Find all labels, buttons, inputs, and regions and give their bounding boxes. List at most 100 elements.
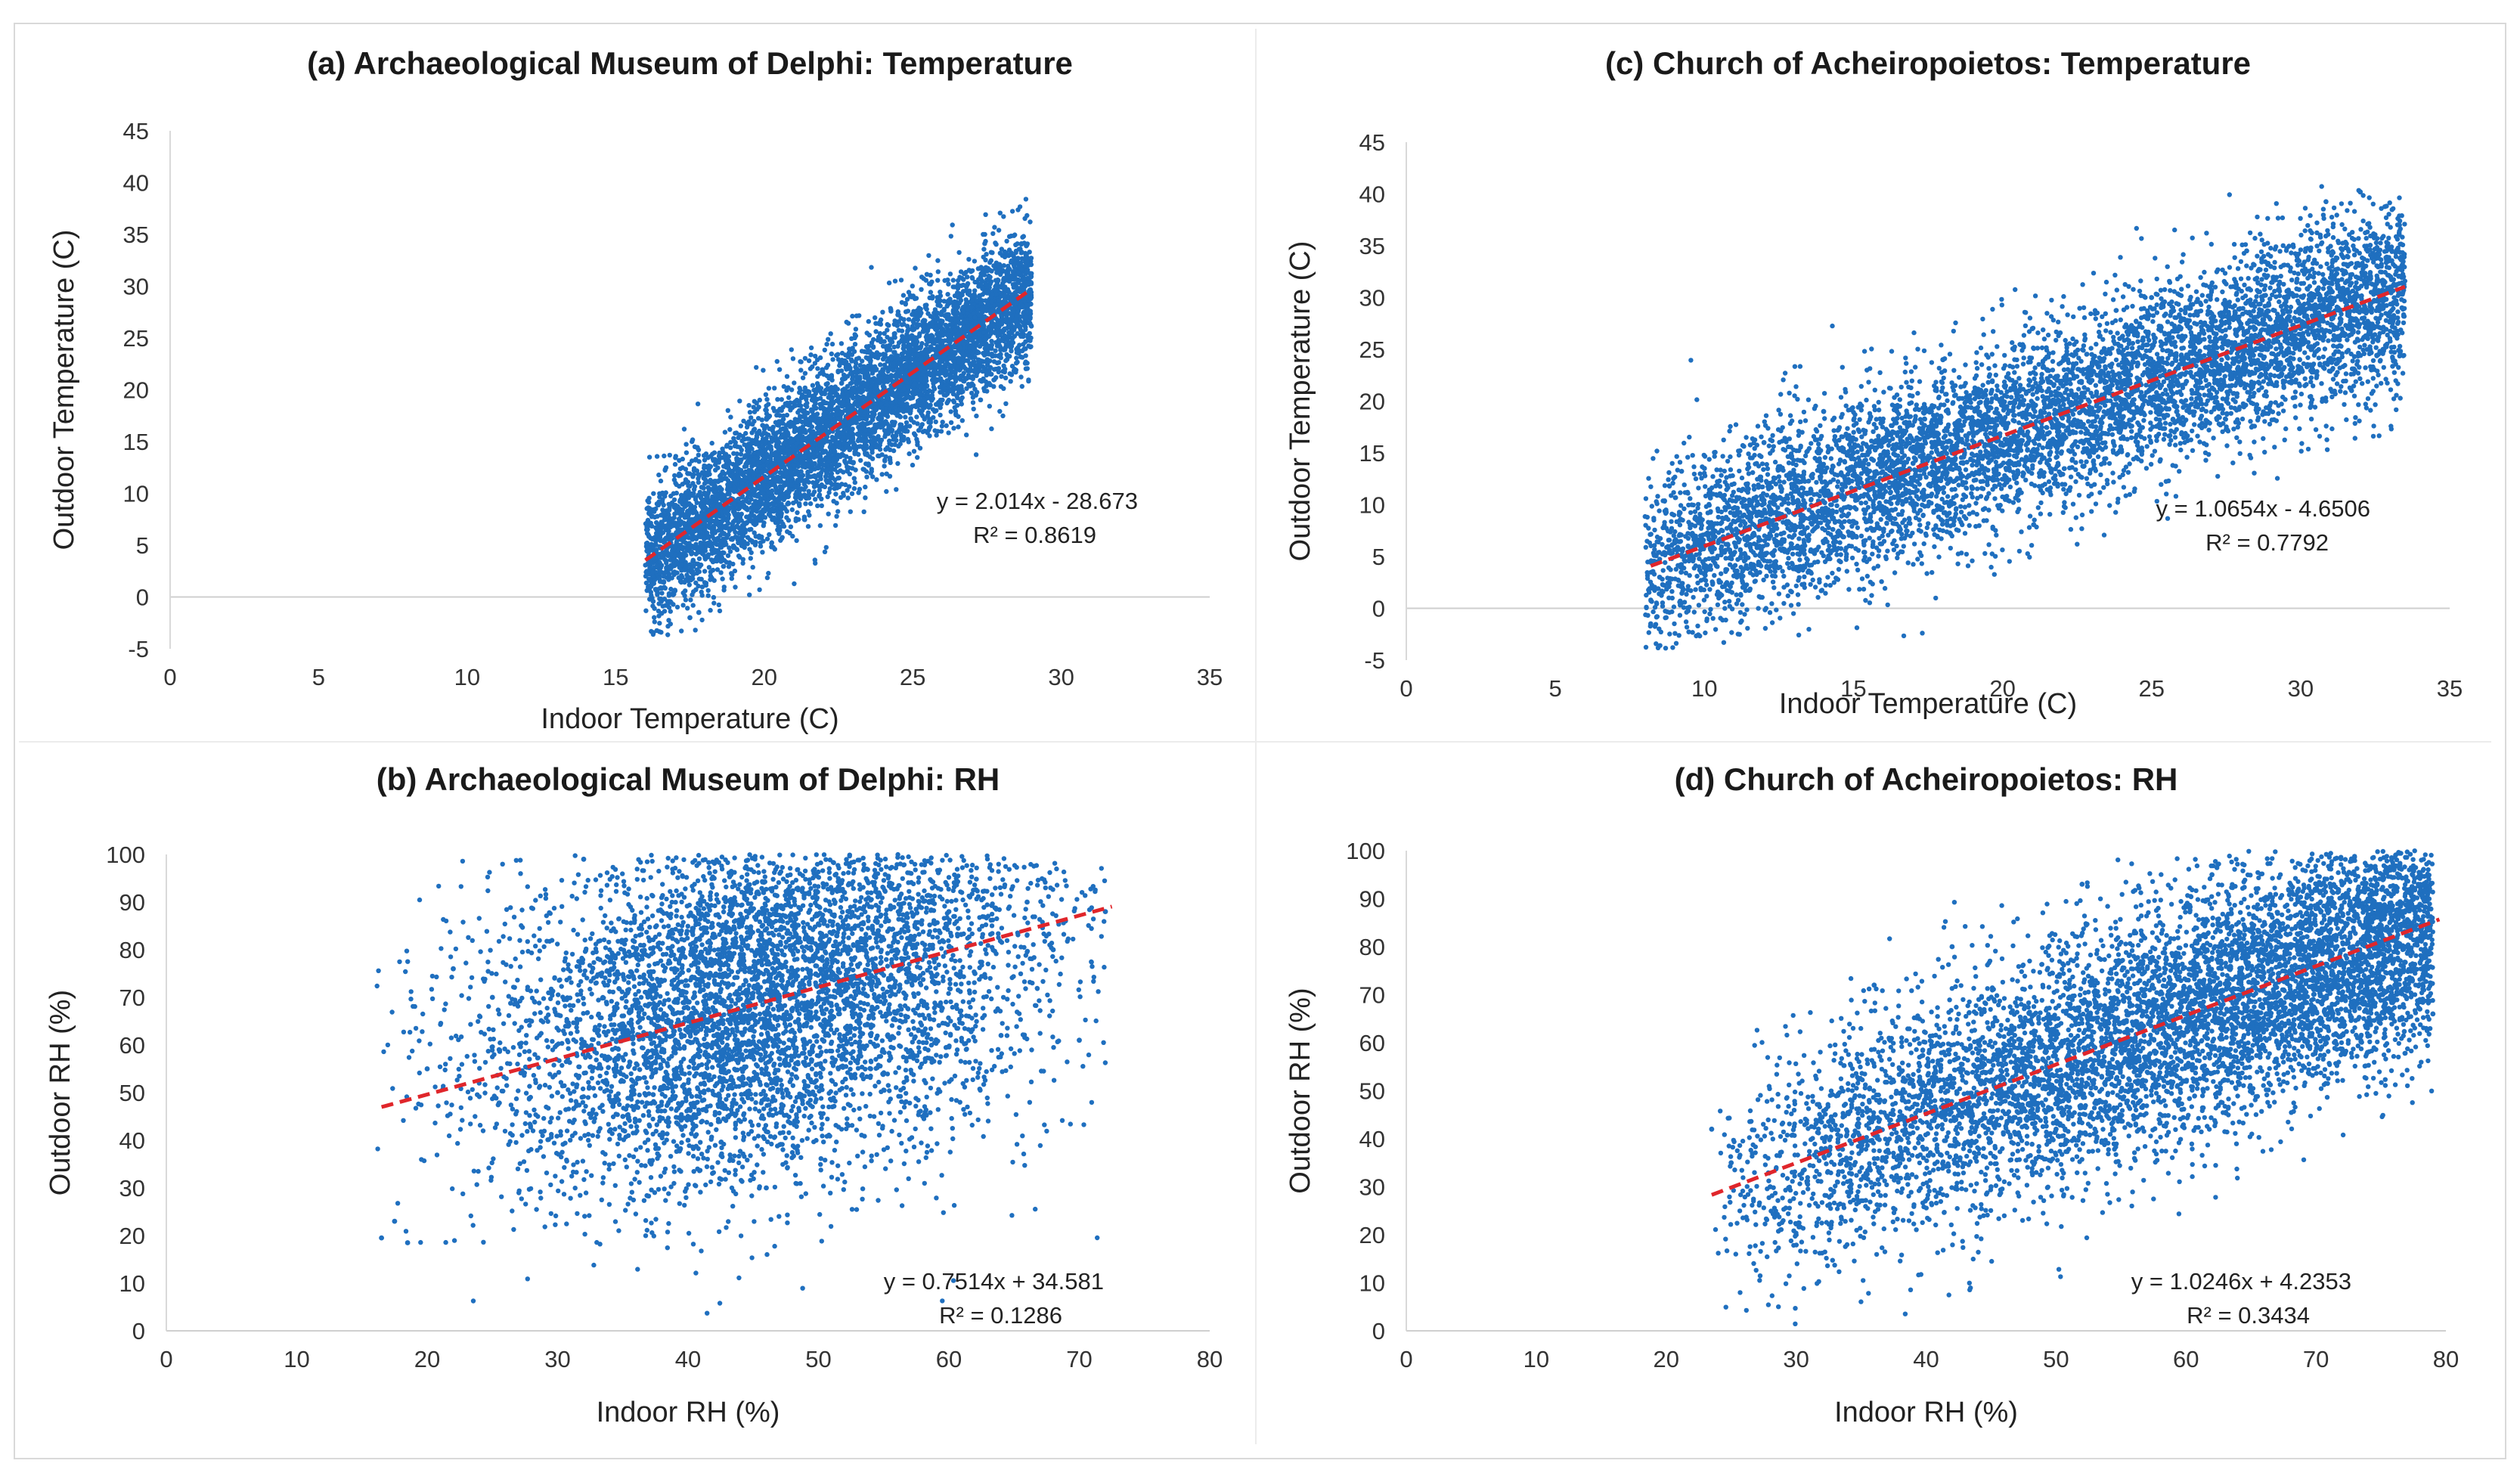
scatter-point xyxy=(679,628,684,634)
scatter-point xyxy=(787,439,792,445)
scatter-point xyxy=(864,371,870,376)
scatter-point xyxy=(900,402,905,408)
scatter-point xyxy=(989,426,994,432)
scatter-point xyxy=(765,485,771,490)
scatter-point xyxy=(984,268,990,274)
scatter-point xyxy=(825,362,831,367)
scatter-point xyxy=(812,361,818,366)
scatter-point xyxy=(935,269,941,274)
scatter-point xyxy=(882,458,888,464)
scatter-point xyxy=(821,450,826,455)
chart-panel-a: (a) Archaeological Museum of Delphi: Tem… xyxy=(19,29,1251,740)
scatter-point xyxy=(769,541,774,546)
scatter-point xyxy=(784,388,789,393)
scatter-point xyxy=(950,321,956,327)
scatter-point xyxy=(734,498,740,503)
scatter-point xyxy=(687,615,693,621)
scatter-point xyxy=(705,518,711,523)
scatter-point xyxy=(879,472,885,477)
scatter-point xyxy=(903,414,908,420)
scatter-point xyxy=(674,604,680,610)
scatter-point xyxy=(910,462,916,468)
scatter-point xyxy=(925,328,931,334)
scatter-point xyxy=(760,444,766,449)
scatter-point xyxy=(761,523,766,529)
scatter-point xyxy=(680,465,685,470)
scatter-point xyxy=(832,486,838,491)
scatter-point xyxy=(729,571,734,576)
scatter-point xyxy=(667,452,672,458)
scatter-point xyxy=(798,496,804,501)
scatter-point xyxy=(959,283,964,288)
scatter-point xyxy=(645,549,650,554)
scatter-point xyxy=(842,427,847,433)
scatter-point xyxy=(938,412,943,418)
scatter-point xyxy=(948,420,954,425)
scatter-point xyxy=(667,507,672,513)
panel-divider-horizontal xyxy=(19,741,2491,743)
scatter-point xyxy=(659,591,665,596)
scatter-point xyxy=(967,361,972,367)
scatter-point xyxy=(1013,300,1019,306)
scatter-point xyxy=(825,494,830,500)
scatter-point xyxy=(965,274,970,280)
scatter-point xyxy=(1021,342,1026,347)
panel-divider-vertical xyxy=(1255,29,1257,1444)
scatter-point xyxy=(661,554,666,560)
scatter-point xyxy=(928,281,934,287)
scatter-point xyxy=(865,367,870,372)
scatter-point xyxy=(920,429,925,435)
scatter-point xyxy=(724,442,730,448)
scatter-point xyxy=(983,265,989,270)
scatter-point xyxy=(940,420,945,425)
scatter-point xyxy=(644,588,649,594)
scatter-point xyxy=(687,582,692,588)
scatter-point xyxy=(938,303,943,309)
scatter-point xyxy=(798,367,804,373)
scatter-point xyxy=(653,525,659,530)
scatter-point xyxy=(680,544,686,550)
scatter-point xyxy=(655,563,660,569)
scatter-point xyxy=(786,395,792,400)
scatter-point xyxy=(959,395,965,401)
scatter-point xyxy=(666,591,672,597)
scatter-point xyxy=(853,368,858,374)
scatter-point xyxy=(736,435,741,440)
scatter-point xyxy=(835,352,841,357)
scatter-point xyxy=(775,397,780,402)
scatter-point xyxy=(948,234,954,239)
scatter-point xyxy=(785,443,791,449)
scatter-point xyxy=(766,402,771,407)
scatter-point xyxy=(928,424,933,429)
scatter-point xyxy=(911,448,917,454)
scatter-point xyxy=(699,585,705,590)
scatter-point xyxy=(888,336,894,343)
scatter-point xyxy=(878,321,884,327)
scatter-point xyxy=(806,492,812,498)
scatter-point xyxy=(848,439,853,445)
scatter-point xyxy=(728,414,733,420)
scatter-point xyxy=(891,344,897,350)
scatter-point xyxy=(863,495,868,501)
scatter-point xyxy=(943,312,949,318)
scatter-point xyxy=(1018,250,1024,256)
scatter-point xyxy=(931,386,938,392)
scatter-point xyxy=(643,608,649,613)
scatter-point xyxy=(922,417,928,422)
y-tick-label: 45 xyxy=(123,118,149,144)
scatter-point xyxy=(824,342,829,347)
scatter-point xyxy=(728,439,733,445)
scatter-point xyxy=(755,416,761,421)
scatter-point xyxy=(708,607,713,613)
scatter-point xyxy=(817,454,823,460)
scatter-point xyxy=(838,468,843,473)
scatter-point xyxy=(802,385,808,391)
scatter-point xyxy=(680,575,685,580)
scatter-point xyxy=(1017,204,1023,209)
x-tick-label: 25 xyxy=(900,664,925,690)
scatter-point xyxy=(748,556,753,561)
scatter-point xyxy=(984,357,990,362)
scatter-point xyxy=(972,259,978,264)
scatter-point xyxy=(906,317,912,322)
scatter-point xyxy=(916,408,922,414)
